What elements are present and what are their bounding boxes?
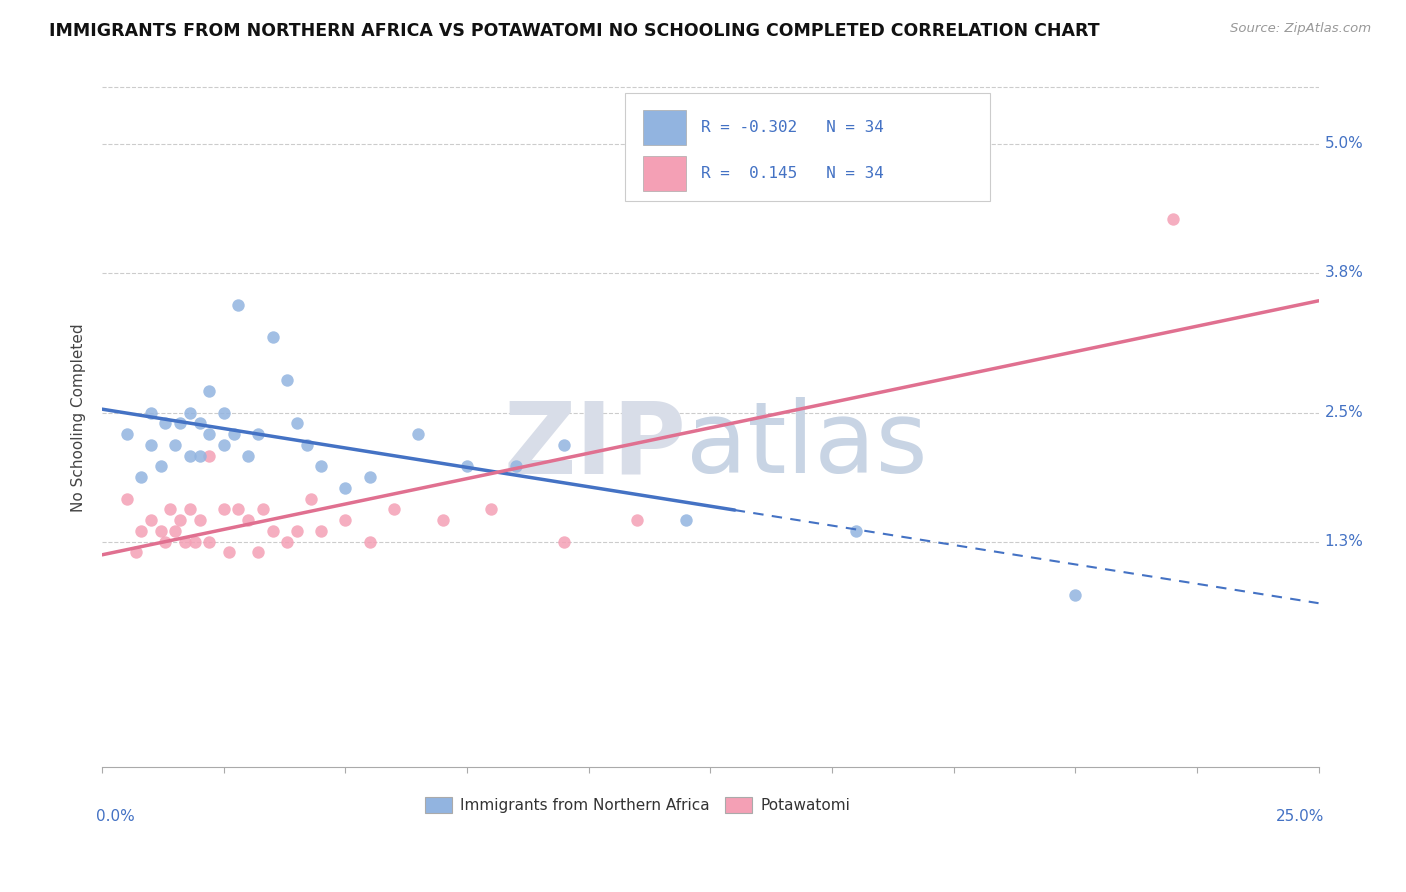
Y-axis label: No Schooling Completed: No Schooling Completed <box>72 324 86 512</box>
Point <box>246 545 269 559</box>
Point <box>218 545 240 559</box>
Point <box>149 524 172 538</box>
Legend: Immigrants from Northern Africa, Potawatomi: Immigrants from Northern Africa, Potawat… <box>419 791 856 819</box>
Point <box>626 513 648 527</box>
Point <box>165 438 187 452</box>
Point <box>408 427 430 442</box>
FancyBboxPatch shape <box>644 156 686 191</box>
Point <box>174 534 197 549</box>
Point <box>198 449 221 463</box>
Point <box>212 405 235 419</box>
Point <box>262 330 284 344</box>
Text: 3.8%: 3.8% <box>1324 265 1364 280</box>
Point <box>179 405 201 419</box>
Point <box>129 470 152 484</box>
Point <box>139 405 162 419</box>
Point <box>179 449 201 463</box>
Point <box>212 502 235 516</box>
Point <box>675 513 697 527</box>
Point <box>188 449 211 463</box>
Point <box>165 524 187 538</box>
Point <box>309 459 332 474</box>
Point <box>228 298 250 312</box>
Point <box>295 438 318 452</box>
Point <box>262 524 284 538</box>
Point <box>129 524 152 538</box>
Point <box>169 513 191 527</box>
Point <box>335 481 357 495</box>
Text: Source: ZipAtlas.com: Source: ZipAtlas.com <box>1230 22 1371 36</box>
Text: ZIP: ZIP <box>503 397 686 494</box>
Point <box>553 534 575 549</box>
Point <box>212 438 235 452</box>
FancyBboxPatch shape <box>644 111 686 145</box>
Point <box>238 513 260 527</box>
Point <box>246 427 269 442</box>
FancyBboxPatch shape <box>626 93 990 202</box>
Point <box>125 545 148 559</box>
Point <box>198 534 221 549</box>
Point <box>179 502 201 516</box>
Point <box>1161 212 1184 227</box>
Point <box>159 502 181 516</box>
Point <box>359 534 381 549</box>
Point <box>252 502 274 516</box>
Text: 25.0%: 25.0% <box>1277 809 1324 824</box>
Point <box>183 534 205 549</box>
Text: R =  0.145   N = 34: R = 0.145 N = 34 <box>700 166 883 181</box>
Point <box>456 459 478 474</box>
Point <box>228 502 250 516</box>
Point <box>188 513 211 527</box>
Point <box>1064 588 1087 602</box>
Point <box>155 534 177 549</box>
Point <box>335 513 357 527</box>
Text: 2.5%: 2.5% <box>1324 405 1364 420</box>
Point <box>139 513 162 527</box>
Point <box>155 417 177 431</box>
Text: atlas: atlas <box>686 397 928 494</box>
Text: IMMIGRANTS FROM NORTHERN AFRICA VS POTAWATOMI NO SCHOOLING COMPLETED CORRELATION: IMMIGRANTS FROM NORTHERN AFRICA VS POTAW… <box>49 22 1099 40</box>
Point <box>505 459 527 474</box>
Text: R = -0.302   N = 34: R = -0.302 N = 34 <box>700 120 883 136</box>
Point <box>198 427 221 442</box>
Point <box>285 417 308 431</box>
Text: 1.3%: 1.3% <box>1324 534 1364 549</box>
Text: 5.0%: 5.0% <box>1324 136 1364 152</box>
Point <box>238 449 260 463</box>
Point <box>481 502 503 516</box>
Point <box>276 373 298 387</box>
Point <box>276 534 298 549</box>
Point <box>299 491 322 506</box>
Point <box>553 438 575 452</box>
Point <box>285 524 308 538</box>
Point <box>309 524 332 538</box>
Point <box>382 502 405 516</box>
Point <box>845 524 868 538</box>
Point <box>115 427 138 442</box>
Point <box>359 470 381 484</box>
Point <box>115 491 138 506</box>
Text: 0.0%: 0.0% <box>96 809 135 824</box>
Point <box>198 384 221 398</box>
Point <box>169 417 191 431</box>
Point <box>188 417 211 431</box>
Point <box>149 459 172 474</box>
Point <box>139 438 162 452</box>
Point <box>432 513 454 527</box>
Point <box>222 427 245 442</box>
